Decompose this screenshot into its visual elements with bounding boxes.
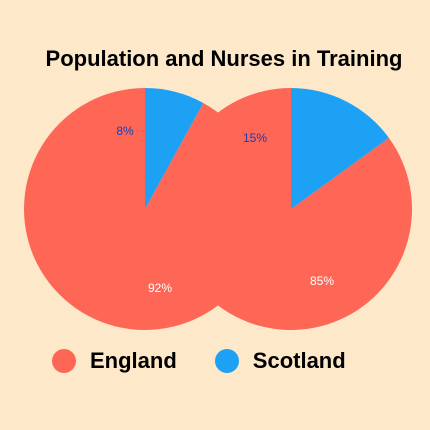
legend-label-england: England [90, 348, 177, 373]
pie-right-slice-england[interactable] [169, 88, 412, 330]
chart-title: Population and Nurses in Training [45, 46, 403, 71]
pie-left-slice-scotland[interactable] [145, 88, 204, 209]
legend-swatch-scotland [214, 349, 239, 373]
pie-right-label-scotland: 15% [243, 131, 267, 145]
legend: England Scotland [52, 344, 384, 378]
legend-label-scotland: Scotland [252, 348, 346, 373]
legend-item-scotland[interactable]: Scotland [214, 348, 346, 374]
legend-swatch-england [52, 349, 76, 373]
pie-left-label-england: 92% [148, 281, 172, 295]
legend-item-england[interactable]: England [52, 348, 177, 374]
pie-right: 85% 15% [169, 88, 412, 330]
pie-left-label-scotland: 8% [116, 124, 134, 138]
pie-right-slice-scotland[interactable] [291, 88, 389, 209]
pie-right-label-england: 85% [310, 274, 334, 288]
